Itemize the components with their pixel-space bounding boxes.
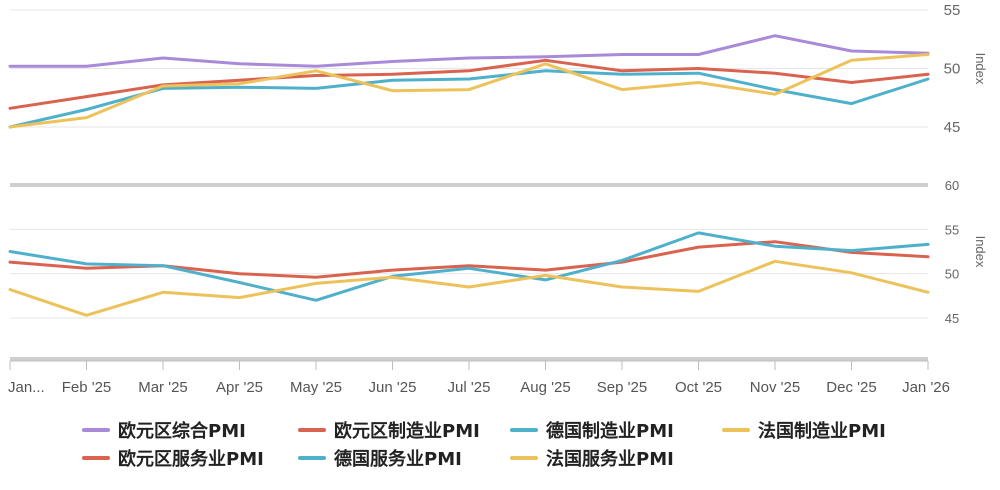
series-line-法国制造业PMI[interactable]: [8, 53, 930, 129]
legend-label: 欧元区综合PMI: [118, 421, 246, 442]
x-tick-label: Apr '25: [216, 379, 263, 396]
panel-separator: [10, 183, 928, 187]
y-tick-label: 55: [945, 222, 959, 237]
legend-swatch: [298, 428, 326, 432]
legend-item[interactable]: 德国服务业PMI: [298, 446, 462, 470]
y-tick-label: 45: [944, 119, 961, 136]
x-tick-label: Sep '25: [597, 379, 647, 396]
navigator-separator[interactable]: [10, 357, 928, 361]
x-tick-label: Nov '25: [750, 379, 800, 396]
legend-item[interactable]: 欧元区综合PMI: [82, 418, 246, 442]
series-line-欧元区制造业PMI[interactable]: [8, 58, 930, 110]
legend-item[interactable]: 法国服务业PMI: [510, 446, 674, 470]
legend-label: 法国制造业PMI: [758, 421, 886, 442]
y-tick-label: 45: [945, 311, 959, 326]
y-tick-label: 60: [945, 178, 959, 193]
series-line-德国服务业PMI[interactable]: [8, 231, 930, 302]
legend-swatch: [510, 428, 538, 432]
x-tick-label: Aug '25: [520, 379, 570, 396]
x-tick-label: Mar '25: [138, 379, 188, 396]
legend-item[interactable]: 德国制造业PMI: [510, 418, 674, 442]
series-line-欧元区综合PMI[interactable]: [8, 34, 930, 68]
legend-item[interactable]: 欧元区制造业PMI: [298, 418, 480, 442]
y-tick-label: 50: [944, 61, 961, 78]
x-tick-label: May '25: [290, 379, 342, 396]
legend-swatch: [298, 456, 326, 460]
x-tick-label: Feb '25: [62, 379, 112, 396]
legend-swatch: [82, 428, 110, 432]
legend-swatch: [82, 456, 110, 460]
legend-swatch: [510, 456, 538, 460]
x-tick-label: Jan...: [8, 379, 45, 396]
legend-label: 德国制造业PMI: [546, 421, 674, 442]
legend-swatch: [722, 428, 750, 432]
x-tick-label: Dec '25: [826, 379, 876, 396]
legend-item[interactable]: 法国制造业PMI: [722, 418, 886, 442]
y-tick-label: 55: [944, 2, 961, 19]
legend-label: 欧元区服务业PMI: [118, 449, 264, 470]
x-tick-label: Oct '25: [675, 379, 722, 396]
y-axis-title: Index: [973, 53, 988, 85]
x-tick-label: Jan '26: [902, 379, 950, 396]
y-tick-label: 50: [945, 267, 959, 282]
series-line-法国服务业PMI[interactable]: [8, 259, 930, 317]
panel-2: 45 50 55 60 Index: [8, 178, 988, 326]
legend-label: 德国服务业PMI: [334, 449, 462, 470]
x-tick-label: Jul '25: [448, 379, 491, 396]
pmi-line-chart: 45 50 55 Index 45 50 55 60 Index Jan... Feb '25 Mar…: [8, 2, 988, 396]
legend-label: 欧元区制造业PMI: [334, 421, 480, 442]
x-tick-label: Jun '25: [369, 379, 417, 396]
legend-label: 法国服务业PMI: [546, 449, 674, 470]
y-axis-title: Index: [973, 236, 988, 268]
chart-legend: 欧元区综合PMI 欧元区制造业PMI 德国制造业PMI 法国制造业PMI 欧元区服务业P…: [0, 412, 1000, 482]
panel-1: 45 50 55 Index: [8, 2, 988, 136]
series-line-德国制造业PMI[interactable]: [8, 69, 930, 129]
legend-item[interactable]: 欧元区服务业PMI: [82, 446, 264, 470]
